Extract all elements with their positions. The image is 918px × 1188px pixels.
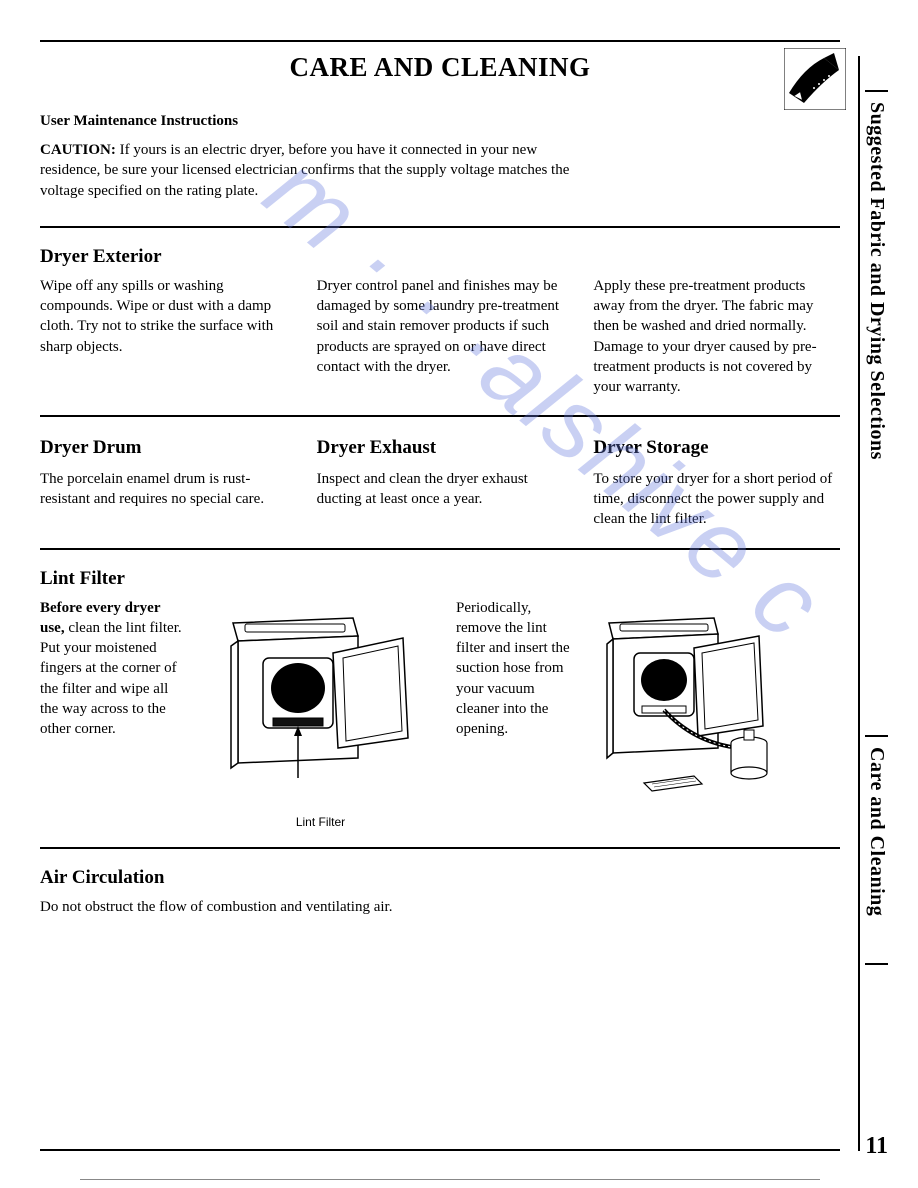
side-tab-care: Care and Cleaning: [865, 735, 888, 965]
intro-body: CAUTION: If yours is an electric dryer, …: [40, 140, 600, 201]
side-vertical-rule: [858, 56, 860, 1151]
storage-heading: Dryer Storage: [593, 435, 840, 461]
caution-body: If yours is an electric dryer, before yo…: [40, 142, 569, 199]
drum-body: The porcelain enamel drum is rust-resist…: [40, 469, 287, 510]
page-title: CARE AND CLEANING: [40, 52, 840, 83]
footer-line: [80, 1179, 820, 1180]
lint-body-1: clean the lint filter. Put your moistene…: [40, 620, 182, 737]
three-heading-row: Dryer Drum The porcelain enamel drum is …: [40, 435, 840, 529]
exhaust-block: Dryer Exhaust Inspect and clean the drye…: [317, 435, 564, 529]
exhaust-heading: Dryer Exhaust: [317, 435, 564, 461]
exhaust-body: Inspect and clean the dryer exhaust duct…: [317, 469, 564, 510]
lint-body-2: remove the lint filter and insert the su…: [456, 620, 570, 737]
page-content: CARE AND CLEANING User Maintenance Instr…: [40, 40, 840, 917]
side-tab-suggested: Suggested Fabric and Drying Selections: [865, 90, 888, 535]
intro-block: User Maintenance Instructions CAUTION: I…: [40, 113, 600, 201]
exterior-section: Dryer Exterior Wipe off any spills or wa…: [40, 246, 840, 398]
storage-block: Dryer Storage To store your dryer for a …: [593, 435, 840, 529]
lint-lead-2: Periodically,: [456, 600, 531, 616]
dryer-illustration-2: [594, 598, 804, 813]
lint-heading: Lint Filter: [40, 568, 840, 590]
lint-text-2: Periodically, remove the lint filter and…: [456, 598, 576, 740]
divider: [40, 226, 840, 228]
air-section: Air Circulation Do not obstruct the flow…: [40, 867, 840, 917]
lint-section: Lint Filter Before every dryer use, clea…: [40, 568, 840, 829]
corner-illustration: [784, 48, 846, 110]
exterior-col3: Apply these pre-treatment products away …: [593, 276, 840, 398]
divider: [40, 415, 840, 417]
page-number: 11: [865, 1133, 888, 1160]
drum-heading: Dryer Drum: [40, 435, 287, 461]
air-heading: Air Circulation: [40, 867, 840, 889]
exterior-col1: Wipe off any spills or washing compounds…: [40, 276, 287, 398]
top-rule: [40, 40, 840, 42]
air-body: Do not obstruct the flow of combustion a…: [40, 897, 440, 917]
intro-heading: User Maintenance Instructions: [40, 113, 600, 130]
dryer-illustration-1: Lint Filter: [203, 598, 438, 829]
exterior-heading: Dryer Exterior: [40, 246, 840, 268]
exterior-col2: Dryer control panel and finishes may be …: [317, 276, 564, 398]
bottom-rule: [40, 1149, 840, 1151]
caution-label: CAUTION:: [40, 142, 116, 158]
divider: [40, 548, 840, 550]
lint-filter-label: Lint Filter: [203, 815, 438, 829]
lint-text-1: Before every dryer use, clean the lint f…: [40, 598, 185, 740]
storage-body: To store your dryer for a short period o…: [593, 469, 840, 530]
drum-block: Dryer Drum The porcelain enamel drum is …: [40, 435, 287, 529]
divider: [40, 847, 840, 849]
